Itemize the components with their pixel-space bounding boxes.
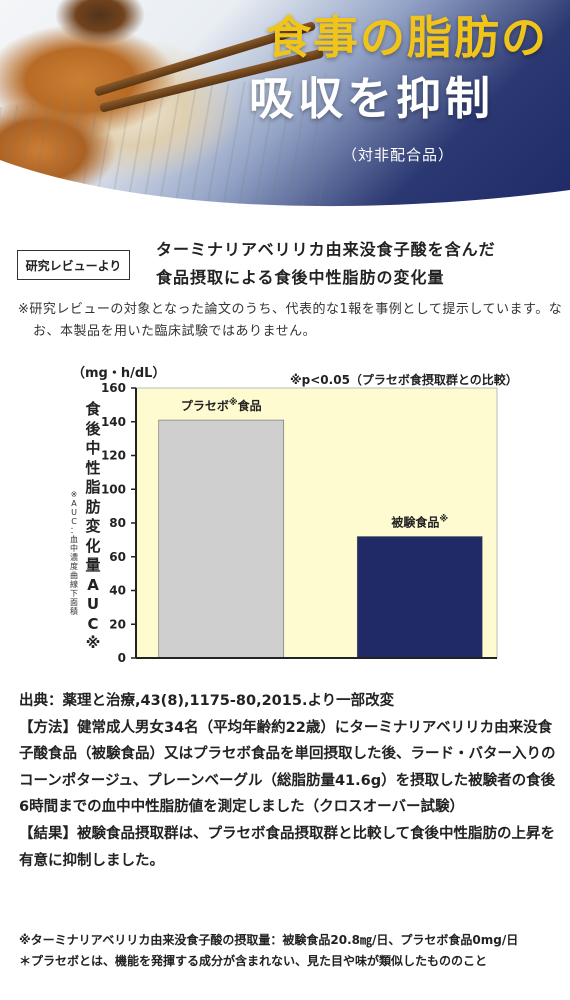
footnote-placebo: ＊プラセボとは、機能を発揮する成分が含まれない、見た目や味が類似したもののこと bbox=[19, 954, 488, 968]
y-tick-label: 0 bbox=[118, 651, 126, 665]
bar bbox=[356, 536, 483, 659]
y-tick-label: 80 bbox=[109, 516, 126, 530]
review-badge: 研究レビューより bbox=[17, 250, 130, 280]
study-title: ターミナリアベリリカ由来没食子酸を含んだ 食品摂取による食後中性脂肪の変化量 bbox=[156, 236, 496, 292]
bar-label: プラセボ※食品 bbox=[181, 397, 262, 413]
source-citation: 出典：薬理と治療,43(8),1175-80,2015.より一部改変 bbox=[19, 693, 395, 709]
y-axis-label-note: ※ A U C：血中濃度曲線下面積 bbox=[70, 490, 78, 616]
unit-label: （mg・h/dL） bbox=[72, 366, 166, 381]
result-text: 【結果】被験食品摂取群は、プラセボ食品摂取群と比較して食後中性脂肪の上昇を有意に… bbox=[19, 825, 556, 869]
hero-title-line1: 食事の脂肪の bbox=[265, 11, 548, 64]
y-tick-label: 60 bbox=[109, 550, 126, 564]
chart: （mg・h/dL） ※p<0.05（プラセボ食摂取群との比較） 食後中性脂肪変化… bbox=[0, 350, 570, 680]
y-tick-label: 140 bbox=[101, 415, 126, 429]
y-tick-label: 100 bbox=[101, 482, 126, 496]
hero-wave bbox=[0, 160, 570, 220]
y-tick-label: 40 bbox=[109, 584, 126, 598]
y-tick-label: 160 bbox=[101, 381, 126, 395]
body-text: 出典：薬理と治療,43(8),1175-80,2015.より一部改変 【方法】健… bbox=[19, 688, 559, 874]
y-axis-label: 食後中性脂肪変化量 A U C ※ bbox=[85, 400, 101, 652]
bar bbox=[158, 419, 285, 659]
hero-banner: 食事の脂肪の 吸収を抑制 （対非配合品） bbox=[0, 0, 570, 220]
footnotes: ※ターミナリアベリリカ由来没食子酸の摂取量：被験食品20.8㎎/日、プラセボ食品… bbox=[19, 930, 559, 972]
y-tick-label: 120 bbox=[101, 449, 126, 463]
y-tick-label: 20 bbox=[109, 617, 126, 631]
hero-subtitle: （対非配合品） bbox=[342, 146, 455, 164]
hero-title-line2: 吸収を抑制 bbox=[248, 72, 494, 125]
study-note: ※研究レビューの対象となった論文のうち、代表的な1報を事例として提示しています。… bbox=[18, 302, 563, 339]
bar-label: 被験食品※ bbox=[391, 514, 448, 530]
footnote-dosage: ※ターミナリアベリリカ由来没食子酸の摂取量：被験食品20.8㎎/日、プラセボ食品… bbox=[19, 933, 519, 947]
method-text: 【方法】健常成人男女34名（平均年齢約22歳）にターミナリアベリリカ由来没食子酸… bbox=[19, 719, 556, 816]
study-title-line1: ターミナリアベリリカ由来没食子酸を含んだ bbox=[156, 240, 496, 259]
significance-note: ※p<0.05（プラセボ食摂取群との比較） bbox=[290, 373, 518, 387]
hero-title: 食事の脂肪の 吸収を抑制 bbox=[249, 8, 548, 130]
study-title-line2: 食品摂取による食後中性脂肪の変化量 bbox=[156, 268, 445, 287]
